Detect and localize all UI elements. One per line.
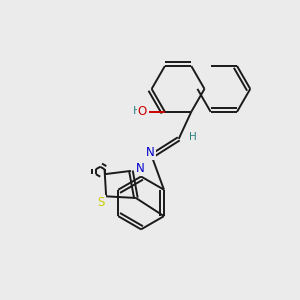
Text: S: S	[98, 196, 105, 209]
Text: N: N	[146, 146, 155, 159]
Text: H: H	[189, 132, 196, 142]
Text: H: H	[133, 106, 141, 116]
Text: N: N	[136, 162, 145, 175]
Text: O: O	[138, 105, 147, 118]
